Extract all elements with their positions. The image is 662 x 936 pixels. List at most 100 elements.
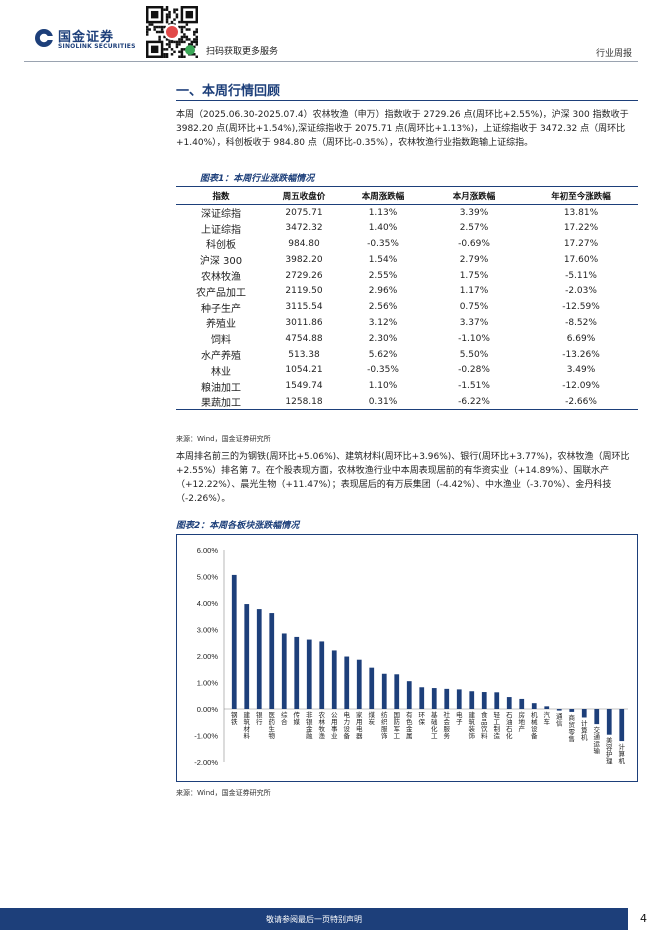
x-tick-label: 商贸零售 <box>569 713 576 743</box>
table-row: 林业 1054.21 -0.35% -0.28% 3.49% <box>176 362 638 378</box>
bar <box>344 656 350 709</box>
page-number: 4 <box>640 912 647 925</box>
index-name-cell: 粮油加工 <box>201 382 241 394</box>
table-row: 农林牧渔 2729.26 2.55% 1.75% -5.11% <box>176 268 638 284</box>
page-header: 国金证券 SINOLINK SECURITIES 扫码获取更多服务 行业周报 <box>0 0 662 64</box>
table-cell: 3.12% <box>368 317 398 328</box>
x-tick-label: 石油石化 <box>506 711 513 740</box>
company-name-en: SINOLINK SECURITIES <box>58 43 136 50</box>
column-header: 本月涨跌幅 <box>452 191 496 202</box>
bar <box>506 697 512 709</box>
table-cell: 17.27% <box>563 238 599 249</box>
x-tick-label: 医药生物 <box>269 711 276 740</box>
table-row: 种子生产 3115.54 2.56% 0.75% -12.59% <box>176 299 638 315</box>
table-cell: -5.11% <box>565 270 597 281</box>
x-tick-label: 汽车 <box>544 710 551 726</box>
bar <box>306 639 312 709</box>
table-row: 养殖业 3011.86 3.12% 3.37% -8.52% <box>176 315 638 331</box>
table-cell: -6.22% <box>458 396 490 407</box>
x-tick-label: 计算机 <box>581 718 588 741</box>
bar <box>394 674 400 709</box>
table-cell: 2.55% <box>368 270 398 281</box>
table-cell: 2.96% <box>368 286 398 297</box>
index-name-cell: 农林牧渔 <box>201 272 241 284</box>
y-tick-label: -2.00% <box>194 758 218 767</box>
x-tick-label: 机械设备 <box>531 710 538 740</box>
chart-frame <box>176 534 638 782</box>
y-tick-label: 1.00% <box>197 679 219 688</box>
x-tick-label: 钢铁 <box>231 711 238 726</box>
figure2-source: 来源：Wind，国金证券研究所 <box>176 789 271 797</box>
y-tick-label: 4.00% <box>197 599 219 608</box>
index-name-cell: 农产品加工 <box>196 287 246 299</box>
y-tick-label: 0.00% <box>197 705 219 714</box>
x-tick-label: 国防军工 <box>394 711 401 740</box>
x-tick-label: 交通运输 <box>594 725 601 755</box>
table-cell: 5.50% <box>459 349 489 360</box>
x-tick-label: 建筑装饰 <box>469 710 476 740</box>
table-cell: 2.57% <box>459 223 489 234</box>
table-cell: 3.39% <box>459 207 489 218</box>
table-cell: 1.13% <box>368 207 398 218</box>
table-cell: -0.35% <box>367 365 399 376</box>
table-cell: 3011.86 <box>285 317 323 328</box>
x-tick-label: 综合 <box>281 710 288 726</box>
table-row: 粮油加工 1549.74 1.10% -1.51% -12.09% <box>176 378 638 394</box>
x-tick-label: 社会服务 <box>444 710 451 740</box>
table-cell: -1.51% <box>458 381 490 392</box>
bar <box>469 691 475 709</box>
y-tick-label: 6.00% <box>197 546 219 555</box>
bar <box>256 609 262 709</box>
table-cell: -8.52% <box>565 317 597 328</box>
table-cell: 1.10% <box>368 381 398 392</box>
index-name-cell: 种子生产 <box>201 303 241 315</box>
bar <box>294 636 300 709</box>
bar <box>231 574 237 709</box>
index-name-cell: 林业 <box>211 366 231 378</box>
table-cell: -12.09% <box>562 381 600 392</box>
table-cell: 2729.26 <box>285 270 323 281</box>
company-name: 国金证券 <box>58 30 115 45</box>
bar <box>419 687 425 709</box>
table-cell: 17.22% <box>563 223 599 234</box>
index-name-cell: 水产养殖 <box>201 351 241 363</box>
table-cell: 1.75% <box>459 270 489 281</box>
table-cell: 3.37% <box>459 317 489 328</box>
bar <box>381 673 387 709</box>
table-row: 水产养殖 513.38 5.62% 5.50% -13.26% <box>176 347 638 363</box>
bar <box>544 706 550 709</box>
bar <box>269 613 275 709</box>
table-cell: -13.26% <box>562 349 600 360</box>
bar <box>444 688 450 709</box>
bar <box>569 709 575 712</box>
x-tick-label: 公用事业 <box>331 711 338 740</box>
x-tick-label: 传媒 <box>294 710 301 726</box>
x-tick-label: 电子 <box>456 710 463 726</box>
table-cell: 2.30% <box>368 333 398 344</box>
market-review-paragraph: 本周（2025.06.30-2025.07.4）农林牧渔（申万）指数收于 272… <box>176 110 629 148</box>
table-cell: 1.17% <box>459 286 489 297</box>
index-name-cell: 深证综指 <box>201 209 241 221</box>
bar <box>519 698 525 709</box>
bar <box>319 641 325 709</box>
x-tick-label: 电力设备 <box>344 710 351 740</box>
table-cell: 3472.32 <box>285 223 323 234</box>
table-cell: -0.35% <box>367 238 399 249</box>
bar <box>594 709 600 725</box>
section-divider <box>176 100 638 101</box>
table-cell: -0.28% <box>458 365 490 376</box>
bar <box>619 709 625 742</box>
bar <box>331 650 337 709</box>
qr-code-icon[interactable] <box>146 6 198 58</box>
sector-ranking-paragraph: 本周排名前三的为钢铁(周环比+5.06%)、建筑材料(周环比+3.96%)、银行… <box>176 452 630 504</box>
table-cell: -2.66% <box>565 396 597 407</box>
table-cell: -2.03% <box>565 286 597 297</box>
x-tick-label: 非银金融 <box>306 710 313 740</box>
bar <box>356 659 362 709</box>
table-row: 深证综指 2075.71 1.13% 3.39% 13.81% <box>176 205 638 221</box>
table-row: 农产品加工 2119.50 2.96% 1.17% -2.03% <box>176 283 638 299</box>
index-name-cell: 沪深 300 <box>199 256 243 268</box>
table-cell: 1.40% <box>368 223 398 234</box>
column-header: 指数 <box>212 191 230 202</box>
x-tick-label: 通信 <box>556 712 563 728</box>
